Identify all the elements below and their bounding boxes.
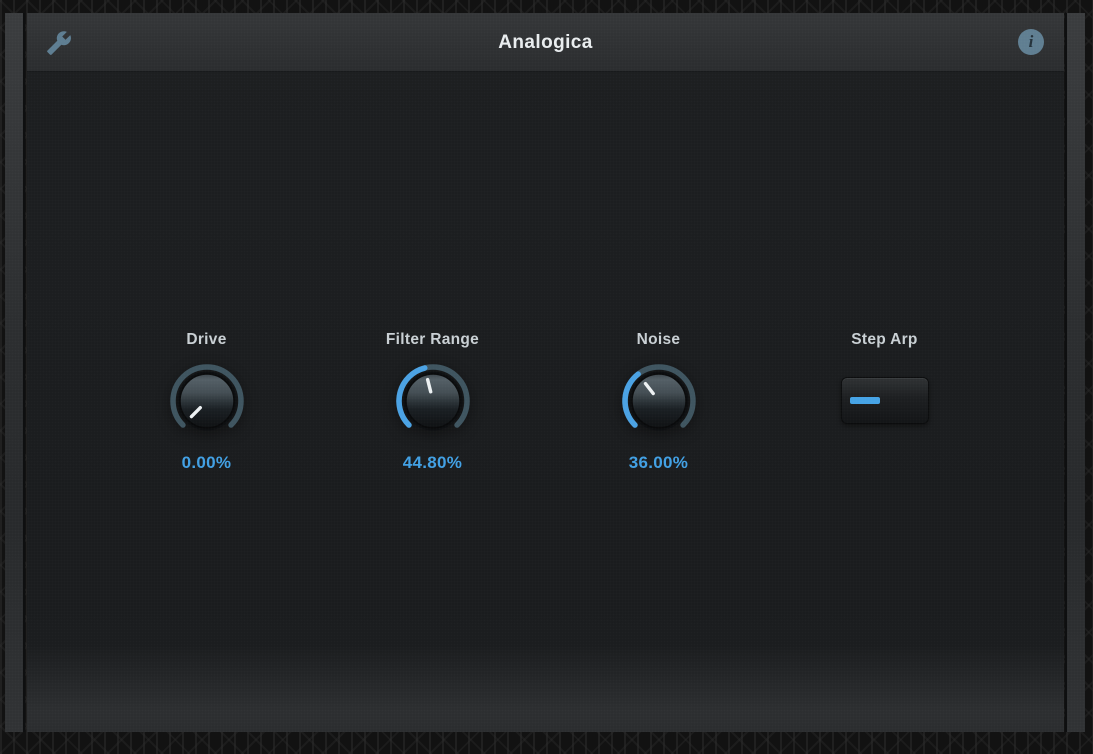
window-right-rail (1065, 13, 1085, 732)
step-arp-toggle-button[interactable] (840, 377, 929, 424)
noise-label: Noise (636, 331, 681, 348)
drive-knob[interactable] (165, 359, 249, 443)
info-button[interactable]: i (1018, 29, 1044, 55)
drive-value[interactable]: 0.00% (181, 453, 232, 472)
step-arp-control: Step Arp (772, 331, 998, 473)
noise-knob[interactable] (617, 359, 701, 443)
filter-range-knob[interactable] (391, 359, 475, 443)
toggle-on-indicator (849, 397, 880, 404)
settings-button[interactable] (45, 29, 72, 56)
filter-range-control: Filter Range 44.80% (320, 331, 546, 473)
plugin-title: Analogica (498, 31, 593, 53)
plugin-window: Analogica i Drive 0.00% Filter Range 44.… (27, 13, 1064, 732)
controls-row: Drive 0.00% Filter Range 44.80% Noise 36… (27, 331, 1064, 473)
info-icon: i (1028, 31, 1034, 51)
noise-value[interactable]: 36.00% (628, 453, 689, 472)
window-left-rail (5, 13, 25, 732)
filter-range-label: Filter Range (385, 331, 480, 348)
wrench-icon (46, 30, 71, 55)
step-arp-label: Step Arp (851, 331, 918, 348)
noise-control: Noise 36.00% (546, 331, 772, 473)
header-bar: Analogica i (27, 13, 1064, 72)
drive-control: Drive 0.00% (94, 331, 320, 473)
drive-label: Drive (186, 331, 227, 348)
filter-range-value[interactable]: 44.80% (402, 453, 463, 472)
